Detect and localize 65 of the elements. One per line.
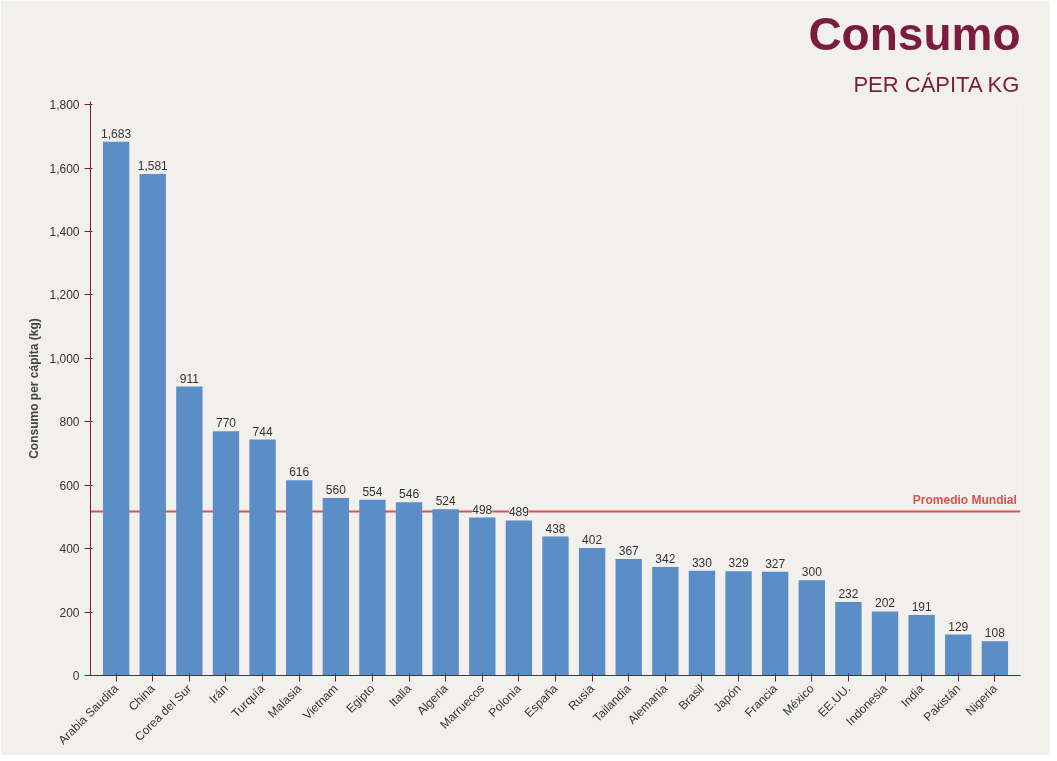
data-label: 327 xyxy=(765,556,786,571)
y-tick-label: 1,200 xyxy=(49,288,80,303)
chart-title: Consumo xyxy=(808,7,1021,60)
data-label: 129 xyxy=(948,619,969,634)
bar xyxy=(871,611,899,676)
y-tick-label: 1,800 xyxy=(49,98,80,113)
data-label: 524 xyxy=(435,494,456,509)
bar xyxy=(359,499,386,676)
bar xyxy=(322,497,349,676)
data-label: 342 xyxy=(655,552,676,567)
bar xyxy=(542,536,569,676)
bar xyxy=(688,570,716,676)
data-label: 560 xyxy=(325,482,347,497)
y-tick-label: 1,000 xyxy=(49,351,80,366)
bar xyxy=(652,567,679,676)
bar xyxy=(945,634,972,676)
data-label: 770 xyxy=(215,416,237,431)
y-axis-title: Consumo per cápita (kg) xyxy=(27,318,42,459)
bar xyxy=(725,571,752,676)
data-label: 202 xyxy=(875,596,896,611)
bar xyxy=(286,480,313,676)
bar xyxy=(102,141,130,676)
y-tick-label: 1,400 xyxy=(49,225,80,240)
y-tick-label: 400 xyxy=(59,542,80,557)
data-label: 329 xyxy=(728,556,749,571)
data-label: 438 xyxy=(545,521,566,536)
data-label: 744 xyxy=(252,424,273,439)
bar xyxy=(981,641,1009,676)
bar xyxy=(505,520,533,676)
data-label: 402 xyxy=(582,533,603,548)
y-tick-label: 200 xyxy=(59,605,80,620)
y-tick-label: 600 xyxy=(59,478,80,493)
bar xyxy=(798,580,825,676)
data-label: 300 xyxy=(801,565,823,580)
bar xyxy=(432,509,459,676)
bar xyxy=(578,548,606,676)
data-label: 232 xyxy=(838,586,859,601)
y-tick-label: 800 xyxy=(59,415,80,430)
chart-subtitle: PER CÁPITA KG xyxy=(853,71,1020,97)
data-label: 498 xyxy=(472,502,493,517)
data-label: 554 xyxy=(362,484,383,499)
bar xyxy=(212,431,240,676)
y-tick-label: 0 xyxy=(72,669,80,683)
data-label: 1,581 xyxy=(137,159,169,174)
bar xyxy=(176,386,203,676)
data-label: 616 xyxy=(289,465,310,480)
y-tick-label: 1,600 xyxy=(49,161,80,176)
data-label: 330 xyxy=(691,555,713,570)
bar xyxy=(249,439,276,676)
bar xyxy=(139,174,166,676)
bar xyxy=(615,559,642,676)
data-label: 1,683 xyxy=(101,126,132,141)
bar xyxy=(469,517,496,676)
data-label: 489 xyxy=(508,505,530,520)
data-label: 911 xyxy=(179,371,200,386)
ref-line-label: Promedio Mundial xyxy=(912,492,1017,507)
bar xyxy=(908,614,935,676)
data-label: 367 xyxy=(618,544,640,559)
bar xyxy=(395,502,423,676)
x-tick-label: Irán xyxy=(206,681,231,707)
bar xyxy=(762,571,789,676)
data-label: 546 xyxy=(399,487,420,502)
data-label: 191 xyxy=(911,599,932,614)
data-label: 108 xyxy=(984,626,1006,641)
bar xyxy=(835,601,862,676)
